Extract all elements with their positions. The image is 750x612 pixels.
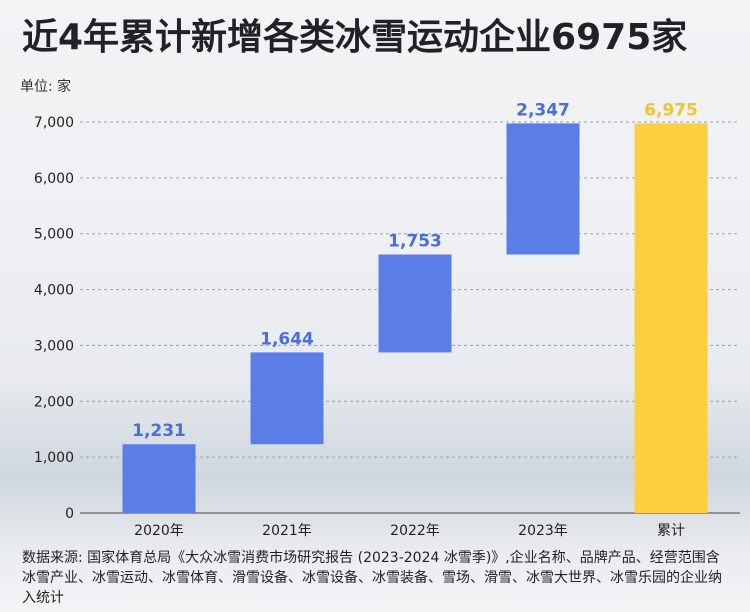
source-note: 数据来源: 国家体育总局《大众冰雪消费市场研究报告 (2023-2024 冰雪季… <box>22 550 722 606</box>
x-tick-label: 2021年 <box>262 523 312 539</box>
bar-increment <box>378 254 452 353</box>
x-tick-label: 累计 <box>657 523 685 539</box>
y-tick-label: 2,000 <box>34 394 74 410</box>
bar-increment <box>506 123 580 255</box>
unit-label: 单位: 家 <box>20 79 72 95</box>
bar-value-label: 1,644 <box>260 329 314 349</box>
y-tick-label: 6,000 <box>34 171 74 187</box>
waterfall-chart: 0 1,000 2,000 3,000 4,000 5,000 6,000 7,000 1,23… <box>34 100 740 539</box>
chart-title: 近4年累计新增各类冰雪运动企业6975家 <box>22 17 688 58</box>
bar-value-label: 2,347 <box>516 100 570 120</box>
x-tick-label: 2023年 <box>518 523 568 539</box>
y-tick-label: 4,000 <box>34 283 74 299</box>
bar-total <box>634 123 708 514</box>
y-tick-label: 5,000 <box>34 227 74 243</box>
bar-value-label: 1,231 <box>132 421 186 441</box>
y-tick-label: 3,000 <box>34 338 74 354</box>
bar-increment <box>250 352 324 445</box>
x-tick-label: 2022年 <box>390 523 440 539</box>
y-tick-label: 7,000 <box>34 115 74 131</box>
bar-increment <box>122 444 196 513</box>
y-tick-label: 1,000 <box>34 450 74 466</box>
y-tick-label: 0 <box>65 506 74 522</box>
bar-value-label: 6,975 <box>644 100 698 120</box>
x-tick-label: 2020年 <box>134 523 184 539</box>
bar-value-label: 1,753 <box>388 231 442 251</box>
